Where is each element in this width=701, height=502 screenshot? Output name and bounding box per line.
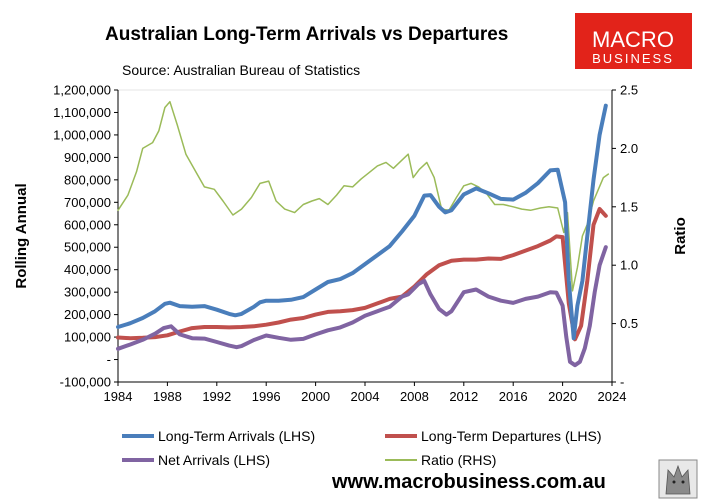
right-tick-label: - xyxy=(620,375,624,390)
x-tick-label: 2012 xyxy=(449,389,478,404)
x-tick-label: 2016 xyxy=(499,389,528,404)
right-axis-title: Ratio xyxy=(672,217,689,255)
x-tick-label: 2024 xyxy=(598,389,627,404)
left-tick-label: 200,000 xyxy=(64,307,111,322)
left-tick-label: 1,000,000 xyxy=(53,127,111,142)
x-tick-label: 2000 xyxy=(301,389,330,404)
right-tick-label: 0.5 xyxy=(620,316,638,331)
left-tick-label: 100,000 xyxy=(64,330,111,345)
legend-label-long-term-departures: Long-Term Departures (LHS) xyxy=(421,428,602,444)
x-tick-label: 1984 xyxy=(104,389,133,404)
x-tick-label: 1988 xyxy=(153,389,182,404)
left-tick-label: 800,000 xyxy=(64,172,111,187)
left-axis-ticks: 1,200,000 1,100,000 1,000,000 900,000 800,00… xyxy=(53,83,118,390)
series-line-long-term-arrivals xyxy=(116,103,608,341)
left-tick-label: 700,000 xyxy=(64,195,111,210)
macrobusiness-logo: MACRO BUSINESS xyxy=(575,13,692,69)
right-axis-ticks: 2.5 2.0 1.5 1.0 0.5 - xyxy=(612,83,638,390)
left-axis-title: Rolling Annual xyxy=(13,183,30,288)
legend-label-long-term-arrivals: Long-Term Arrivals (LHS) xyxy=(158,428,315,444)
wolf-eye-right xyxy=(681,480,685,484)
right-tick-label: 1.5 xyxy=(620,199,638,214)
series-layer xyxy=(116,100,610,368)
x-tick-label: 2004 xyxy=(351,389,380,404)
x-tick-label: 2008 xyxy=(400,389,429,404)
left-tick-label: 900,000 xyxy=(64,150,111,165)
left-tick-label: 1,200,000 xyxy=(53,83,111,98)
chart-legend: Long-Term Arrivals (LHS) Long-Term Depart… xyxy=(122,428,602,468)
left-tick-label: 500,000 xyxy=(64,240,111,255)
chart-source: Source: Australian Bureau of Statistics xyxy=(122,62,360,78)
wolf-logo xyxy=(658,459,698,499)
legend-label-ratio: Ratio (RHS) xyxy=(421,452,496,468)
x-tick-label: 1996 xyxy=(252,389,281,404)
chart-title: Australian Long-Term Arrivals vs Departu… xyxy=(105,24,508,45)
logo-line1: MACRO xyxy=(592,27,674,52)
left-tick-label: 300,000 xyxy=(64,285,111,300)
logo-line2: BUSINESS xyxy=(592,51,674,66)
left-tick-label: 400,000 xyxy=(64,262,111,277)
x-tick-label: 2020 xyxy=(548,389,577,404)
wolf-eye-left xyxy=(672,480,676,484)
x-axis-ticks: 1984 1988 1992 1996 2000 2004 2008 2012 2016 2020… xyxy=(104,382,627,404)
wolf-icon xyxy=(665,464,691,495)
left-tick-label: 600,000 xyxy=(64,217,111,232)
legend-label-net-arrivals: Net Arrivals (LHS) xyxy=(158,452,270,468)
right-tick-label: 1.0 xyxy=(620,258,638,273)
series-line-long-term-departures xyxy=(116,207,608,342)
left-tick-label: 1,100,000 xyxy=(53,105,111,120)
right-tick-label: 2.0 xyxy=(620,141,638,156)
series-line-ratio xyxy=(117,100,610,292)
left-tick-label: -100,000 xyxy=(60,375,111,390)
right-tick-label: 2.5 xyxy=(620,83,638,98)
x-tick-label: 1992 xyxy=(202,389,231,404)
logo-background xyxy=(575,13,692,69)
website-url: www.macrobusiness.com.au xyxy=(331,471,606,493)
series-line-net-arrivals xyxy=(116,245,608,368)
left-tick-label: - xyxy=(107,352,111,367)
